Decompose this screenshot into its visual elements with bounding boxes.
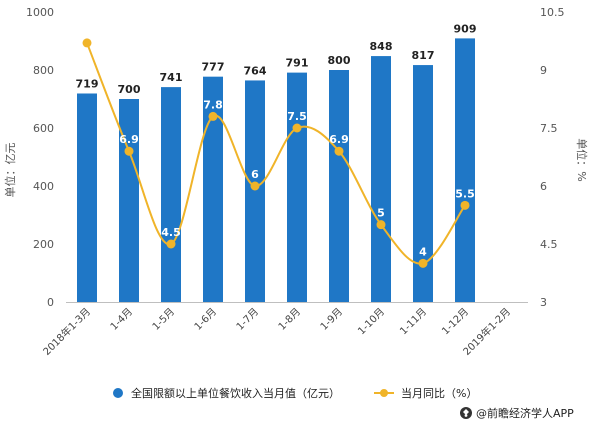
y-tick-right-1: 4.5	[540, 238, 558, 251]
x-tick-0: 2018年1-3月	[40, 305, 93, 358]
x-tick-3: 1-6月	[192, 306, 219, 333]
bar-1	[119, 99, 139, 302]
bar-label-6: 800	[328, 54, 351, 67]
yoy-line	[86, 42, 466, 265]
bar-7	[371, 56, 391, 302]
line-label-2: 4.5	[161, 226, 181, 239]
prospective-logo-icon	[460, 407, 472, 419]
legend-bar-label: 全国限额以上单位餐饮收入当月值（亿元）	[131, 386, 340, 400]
bar-label-3: 777	[202, 61, 225, 74]
line-label-8: 4	[419, 245, 427, 258]
line-point-3	[208, 111, 218, 121]
bar-label-0: 719	[76, 77, 99, 90]
y-tick-right-5: 10.5	[540, 6, 565, 19]
y-tick-right-4: 9	[540, 64, 547, 77]
bar-9	[455, 38, 475, 302]
line-point-4	[250, 181, 260, 191]
bar-label-5: 791	[286, 57, 309, 70]
bar-label-1: 700	[118, 83, 141, 96]
line-label-4: 6	[251, 168, 259, 181]
line-point-8	[418, 258, 428, 268]
line-point-7	[376, 220, 386, 230]
x-tick-9: 1-12月	[440, 306, 472, 338]
line-point-9	[460, 200, 470, 210]
bar-label-8: 817	[412, 49, 435, 62]
bar-2	[161, 87, 181, 302]
source-text: @前瞻经济学人APP	[476, 406, 574, 420]
y-tick-right-2: 6	[540, 180, 547, 193]
line-point-0	[82, 38, 92, 48]
x-tick-4: 1-7月	[234, 306, 261, 333]
bar-label-4: 764	[244, 64, 267, 77]
line-point-1	[124, 146, 134, 156]
x-tick-1: 1-4月	[108, 306, 135, 333]
bar-label-7: 848	[370, 40, 393, 53]
y-tick-left-2: 400	[33, 180, 54, 193]
bar-5	[287, 72, 307, 302]
y-tick-left-3: 600	[33, 122, 54, 135]
y-tick-left-1: 200	[33, 238, 54, 251]
x-tick-5: 1-8月	[276, 306, 303, 333]
bar-3	[203, 76, 223, 302]
line-label-0: 9.7	[77, 25, 97, 38]
line-point-6	[334, 146, 344, 156]
legend-line-dot	[380, 389, 388, 397]
y-tick-left-0: 0	[47, 296, 54, 309]
line-label-9: 5.5	[455, 187, 475, 200]
bar-4	[245, 80, 265, 302]
y-axis-title-right: 单位：%	[575, 138, 589, 181]
y-axis-title-left: 单位：亿元	[3, 143, 17, 198]
y-tick-left-4: 800	[33, 64, 54, 77]
line-label-7: 5	[377, 207, 385, 220]
x-tick-2: 1-5月	[150, 306, 177, 333]
bar-8	[413, 65, 433, 302]
line-label-3: 7.8	[203, 98, 223, 111]
y-tick-right-3: 7.5	[540, 122, 558, 135]
bar-6	[329, 70, 349, 302]
source-credit: @前瞻经济学人APP	[460, 406, 574, 420]
x-tick-6: 1-9月	[318, 306, 345, 333]
legend-bar-swatch	[113, 388, 123, 398]
bar-0	[77, 93, 97, 303]
line-point-5	[292, 123, 302, 133]
legend-line-label: 当月同比（%）	[401, 386, 477, 400]
x-tick-7: 1-10月	[356, 306, 388, 338]
bar-label-9: 909	[454, 22, 477, 35]
x-tick-8: 1-11月	[398, 306, 430, 338]
y-tick-right-0: 3	[540, 296, 547, 309]
line-label-1: 6.9	[119, 133, 139, 146]
line-point-2	[166, 239, 176, 249]
legend: 全国限额以上单位餐饮收入当月值（亿元） 当月同比（%）	[113, 386, 477, 400]
line-label-6: 6.9	[329, 133, 349, 146]
y-tick-left-5: 1000	[26, 6, 54, 19]
bar-label-2: 741	[160, 71, 183, 84]
line-label-5: 7.5	[287, 110, 307, 123]
